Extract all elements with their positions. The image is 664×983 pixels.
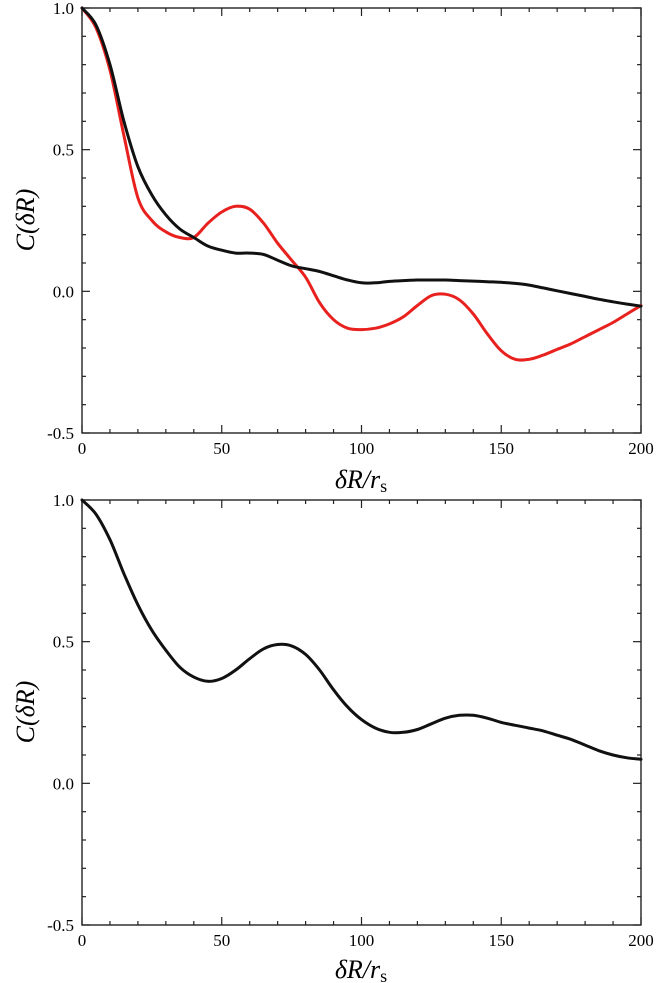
x-tick-label: 50 <box>213 439 230 458</box>
y-tick-label: -0.5 <box>47 916 74 935</box>
x-axis-title: δR/rs <box>335 955 387 983</box>
series-line <box>80 6 643 308</box>
y-axis-title: C(δR) <box>11 189 40 252</box>
y-tick-label: 0.5 <box>53 633 74 652</box>
x-tick-label: 200 <box>628 931 654 950</box>
series-lines <box>80 6 643 362</box>
y-tick-labels: -0.5 0.0 0.5 1.0 <box>47 491 74 935</box>
axis-ticks <box>81 499 642 926</box>
axis-ticks <box>81 7 642 434</box>
x-tick-label: 150 <box>489 439 515 458</box>
x-tick-label: 150 <box>489 931 515 950</box>
series-line <box>80 6 643 362</box>
x-tick-label: 100 <box>349 439 375 458</box>
x-tick-label: 200 <box>628 439 654 458</box>
y-tick-label: 1.0 <box>53 491 74 510</box>
x-tick-labels: 0 50 100 150 200 <box>78 439 654 458</box>
y-axis-title: C(δR) <box>11 681 40 744</box>
x-axis-title: δR/rs <box>335 465 387 496</box>
y-tick-label: 0.5 <box>53 141 74 160</box>
series-lines <box>80 498 643 761</box>
y-tick-labels: -0.5 0.0 0.5 1.0 <box>47 0 74 443</box>
plot-frame <box>81 499 642 926</box>
y-tick-label: 0.0 <box>53 774 74 793</box>
series-line <box>80 498 643 761</box>
y-tick-label: -0.5 <box>47 424 74 443</box>
plot-frame <box>81 7 642 434</box>
x-tick-label: 0 <box>78 931 87 950</box>
x-tick-label: 100 <box>349 931 375 950</box>
y-tick-label: 0.0 <box>53 282 74 301</box>
top-correlation-plot: -0.5 0.0 0.5 1.0 0 50 100 150 200 δR/rs C(δR) <box>11 0 654 496</box>
y-tick-label: 1.0 <box>53 0 74 18</box>
x-tick-label: 0 <box>78 439 87 458</box>
x-tick-labels: 0 50 100 150 200 <box>78 931 654 950</box>
x-tick-label: 50 <box>213 931 230 950</box>
bottom-correlation-plot: -0.5 0.0 0.5 1.0 0 50 100 150 200 δR/rs C(δR) <box>11 491 654 983</box>
